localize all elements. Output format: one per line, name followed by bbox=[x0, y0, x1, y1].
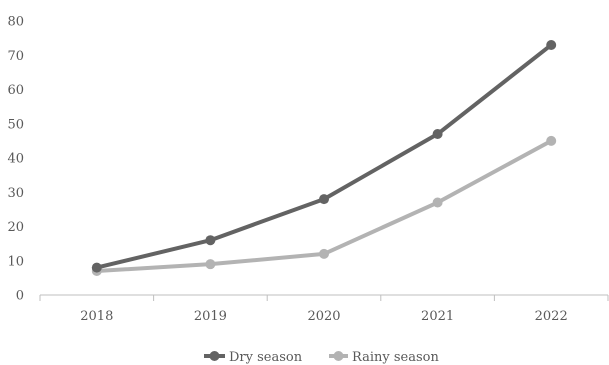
y-tick-label: 70 bbox=[7, 49, 24, 64]
legend-label: Dry season bbox=[229, 350, 303, 365]
x-tick-label: 2019 bbox=[194, 309, 227, 324]
data-point bbox=[205, 259, 216, 270]
data-point bbox=[432, 129, 443, 140]
y-tick-label: 10 bbox=[7, 254, 24, 269]
data-point bbox=[546, 39, 557, 50]
data-point bbox=[205, 235, 216, 246]
legend-item: Rainy season bbox=[329, 350, 439, 365]
series-layer bbox=[91, 39, 557, 277]
x-tick-label: 2022 bbox=[535, 309, 568, 324]
series-0 bbox=[91, 39, 557, 273]
x-axis: 2018 2019 2020 2021 2022 bbox=[39, 294, 609, 324]
legend-swatch-marker bbox=[209, 351, 220, 361]
y-tick-label: 30 bbox=[7, 186, 24, 201]
data-point bbox=[432, 197, 443, 208]
legend-item: Dry season bbox=[204, 350, 303, 365]
data-point bbox=[319, 248, 329, 259]
y-tick-label: 0 bbox=[16, 289, 24, 304]
data-point bbox=[319, 194, 329, 205]
x-tick-label: 2021 bbox=[421, 309, 454, 324]
y-tick-label: 80 bbox=[7, 15, 24, 30]
legend-swatch-marker bbox=[333, 351, 344, 361]
x-tick-label: 2018 bbox=[80, 309, 113, 324]
series-line bbox=[94, 42, 554, 270]
y-axis-ticks: 0 10 20 30 40 50 60 70 80 bbox=[7, 15, 24, 304]
legend-label: Rainy season bbox=[352, 350, 439, 365]
y-tick-label: 20 bbox=[7, 220, 24, 235]
data-point bbox=[546, 135, 557, 146]
data-point bbox=[91, 262, 102, 273]
y-tick-label: 40 bbox=[7, 152, 24, 167]
x-tick-label: 2020 bbox=[307, 309, 340, 324]
legend: Dry season Rainy season bbox=[204, 350, 439, 365]
y-tick-label: 50 bbox=[7, 117, 24, 132]
y-tick-label: 60 bbox=[7, 83, 24, 98]
series-1 bbox=[91, 135, 557, 277]
